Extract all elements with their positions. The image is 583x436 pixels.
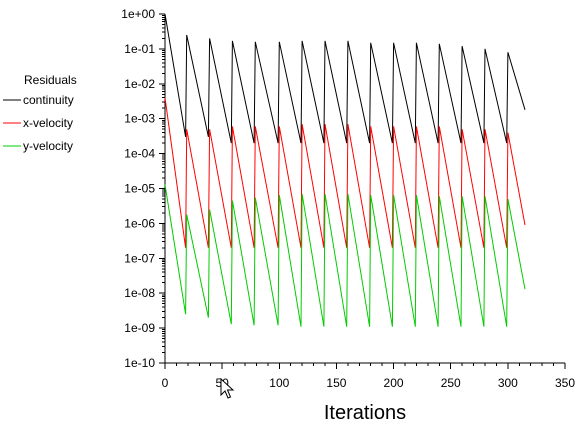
x-tick-label: 0 bbox=[162, 376, 169, 390]
legend-item-y-velocity: y-velocity bbox=[23, 139, 73, 153]
x-tick-label: 150 bbox=[326, 376, 346, 390]
legend-item-x-velocity: x-velocity bbox=[23, 116, 73, 130]
y-tick-label: 1e-05 bbox=[124, 182, 155, 196]
x-tick-label: 300 bbox=[498, 376, 518, 390]
y-tick-label: 1e-10 bbox=[124, 356, 155, 370]
series-line-continuity bbox=[164, 13, 526, 144]
x-axis-title: Iterations bbox=[324, 402, 406, 424]
y-tick-label: 1e-04 bbox=[124, 147, 155, 161]
y-tick-label: 1e-07 bbox=[124, 251, 155, 265]
y-tick-label: 1e-03 bbox=[124, 112, 155, 126]
series-layer bbox=[164, 13, 526, 327]
y-tick-label: 1e-09 bbox=[124, 321, 155, 335]
series-line-x-velocity bbox=[164, 97, 526, 248]
y-tick-label: 1e-06 bbox=[124, 216, 155, 230]
mouse-pointer-icon bbox=[220, 378, 235, 399]
x-axis-ticks: 050100150200250300350 bbox=[162, 363, 575, 390]
series-line-y-velocity bbox=[164, 184, 526, 327]
y-axis-ticks: 1e+00 1e-01 1e-02 1e-03 1e-04 1e-05 1e-06 1e-07… bbox=[121, 7, 165, 370]
y-tick-label: 1e+00 bbox=[121, 7, 155, 21]
x-tick-label: 100 bbox=[269, 376, 289, 390]
y-tick-label: 1e-08 bbox=[124, 286, 155, 300]
x-tick-label: 200 bbox=[384, 376, 404, 390]
x-tick-label: 250 bbox=[441, 376, 461, 390]
legend: Residuals continuity x-velocity y-velocity bbox=[3, 73, 77, 153]
y-tick-label: 1e-01 bbox=[124, 42, 155, 56]
x-tick-label: 350 bbox=[555, 376, 575, 390]
legend-item-continuity: continuity bbox=[23, 93, 74, 107]
legend-title: Residuals bbox=[24, 73, 77, 87]
chart-axes bbox=[164, 14, 565, 364]
y-tick-label: 1e-02 bbox=[124, 77, 155, 91]
